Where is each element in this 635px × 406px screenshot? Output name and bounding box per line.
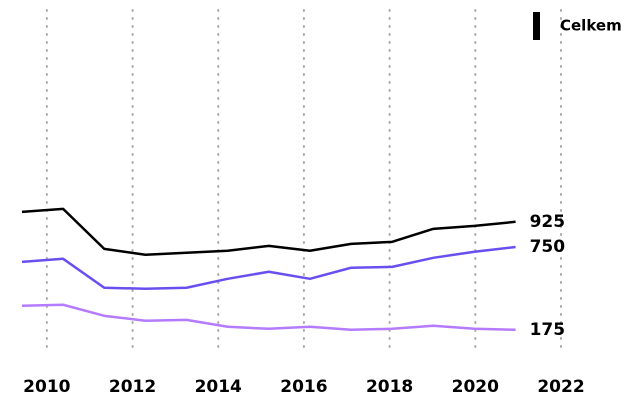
end-label: 750 — [530, 237, 566, 257]
series-line — [21, 245, 516, 291]
series-line — [21, 207, 516, 257]
end-label: 175 — [530, 320, 566, 340]
legend-swatch — [533, 12, 540, 40]
x-tick-label: 2010 — [23, 377, 70, 397]
x-tick-label: 2016 — [280, 377, 327, 397]
series-line — [21, 303, 516, 332]
x-tick-label: 2022 — [537, 377, 584, 397]
end-label: 925 — [530, 212, 566, 232]
legend-label: Celkem — [560, 17, 622, 35]
x-tick-label: 2018 — [366, 377, 413, 397]
x-tick-label: 2012 — [109, 377, 156, 397]
x-tick-label: 2020 — [452, 377, 499, 397]
x-tick-label: 2014 — [195, 377, 242, 397]
